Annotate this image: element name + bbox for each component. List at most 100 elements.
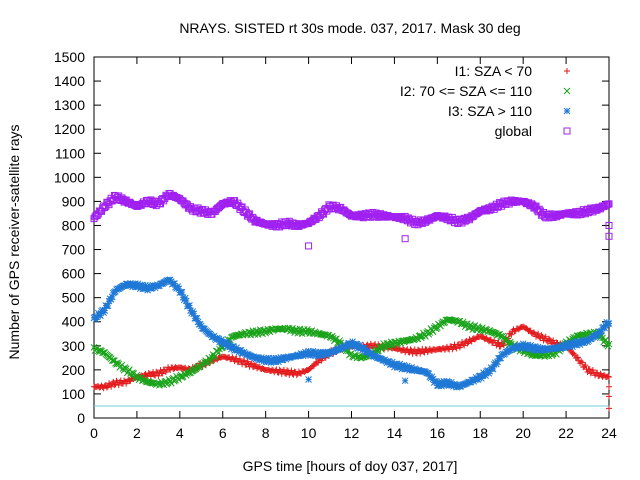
data-point <box>485 370 493 377</box>
series-2 <box>90 276 613 391</box>
data-point <box>563 340 571 347</box>
data-point <box>157 367 164 374</box>
data-point <box>574 354 581 361</box>
axes: 0100200300400500600700800900100011001200… <box>54 49 617 441</box>
legend-marker <box>564 68 570 74</box>
data-point <box>142 282 149 289</box>
data-point <box>288 367 295 374</box>
data-point <box>189 308 197 315</box>
data-point <box>190 310 198 318</box>
data-point <box>598 327 605 335</box>
chart-title: NRAYS. SISTED rt 30s mode. 037, 2017. Ma… <box>179 20 520 36</box>
data-point <box>589 367 596 374</box>
data-point <box>524 341 531 349</box>
data-point <box>499 341 506 348</box>
data-point <box>425 370 433 378</box>
legend-marker <box>563 107 571 115</box>
data-point <box>519 340 527 348</box>
data-point <box>573 341 581 349</box>
data-point <box>166 276 174 284</box>
data-point <box>196 320 204 328</box>
y-tick-label: 300 <box>62 338 86 354</box>
data-point <box>484 367 492 374</box>
data-point <box>225 340 233 347</box>
data-point <box>514 345 522 352</box>
data-point <box>570 350 577 357</box>
data-point <box>364 346 371 354</box>
data-point <box>562 342 570 349</box>
data-point <box>461 342 468 349</box>
data-point <box>314 353 322 360</box>
x-tick-label: 20 <box>515 425 531 441</box>
data-point <box>606 374 612 381</box>
data-point <box>296 352 304 359</box>
x-axis-label: GPS time [hours of doy 037, 2017] <box>243 458 458 474</box>
data-point <box>582 362 589 369</box>
data-point <box>230 343 237 350</box>
data-point <box>321 349 329 357</box>
outlier-point <box>606 383 612 390</box>
data-point <box>222 339 230 346</box>
data-point <box>439 380 447 387</box>
data-point <box>151 284 159 292</box>
data-point <box>104 302 112 310</box>
data-point <box>432 377 440 385</box>
data-point <box>576 341 584 348</box>
data-point <box>260 358 267 366</box>
data-point <box>438 382 445 390</box>
data-point <box>212 336 220 344</box>
data-point <box>578 358 585 365</box>
data-point <box>470 378 478 385</box>
legend-label: I1: SZA < 70 <box>455 63 533 79</box>
data-point <box>396 360 404 368</box>
data-point <box>398 365 406 373</box>
data-point <box>248 360 255 367</box>
data-point <box>570 340 577 348</box>
data-point <box>97 312 104 320</box>
series-3 <box>90 189 613 231</box>
data-point <box>307 352 315 359</box>
x-tick-label: 0 <box>90 425 98 441</box>
data-point <box>218 336 226 343</box>
data-point <box>101 307 109 314</box>
data-point <box>343 343 351 351</box>
data-point <box>453 345 460 352</box>
data-point <box>133 283 141 290</box>
data-point <box>355 344 363 351</box>
data-point <box>495 339 502 346</box>
data-point <box>474 376 482 384</box>
data-point <box>363 348 370 356</box>
x-tick-label: 22 <box>558 425 574 441</box>
outlier-point <box>305 376 312 383</box>
data-point <box>181 294 189 302</box>
data-point <box>385 343 393 351</box>
data-point <box>348 340 355 348</box>
data-point <box>479 372 486 380</box>
data-point <box>393 360 400 368</box>
data-point <box>193 314 201 322</box>
data-point <box>586 366 593 373</box>
data-point <box>280 366 287 373</box>
data-point <box>251 331 259 338</box>
data-point <box>356 341 364 349</box>
outlier-point <box>605 232 613 240</box>
data-point <box>365 349 373 356</box>
data-point <box>494 339 501 346</box>
data-point <box>92 316 100 323</box>
data-point <box>210 332 218 340</box>
data-point <box>494 331 501 339</box>
data-point <box>406 366 413 374</box>
data-point <box>252 327 260 335</box>
data-point <box>319 352 326 359</box>
data-point <box>167 379 175 387</box>
data-point <box>480 369 487 376</box>
data-point <box>265 354 273 362</box>
data-point <box>145 369 152 376</box>
data-point <box>579 359 586 366</box>
data-point <box>121 377 128 384</box>
data-point <box>424 349 431 356</box>
data-point <box>180 296 188 304</box>
data-point <box>108 383 115 390</box>
data-point <box>129 283 136 291</box>
x-tick-label: 2 <box>133 425 141 441</box>
